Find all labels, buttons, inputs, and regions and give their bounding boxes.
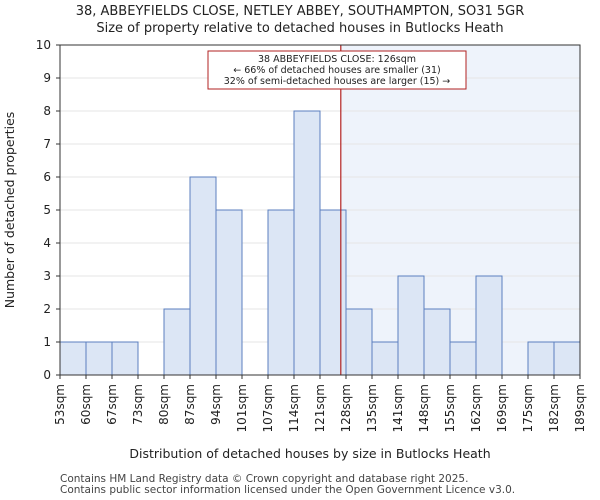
x-axis-label: Distribution of detached houses by size … [129, 446, 490, 461]
bar-162sqm [475, 275, 503, 376]
bar-80sqm [163, 308, 191, 376]
x-tick-label: 67sqm [105, 384, 119, 425]
y-axis-ticks: 0 1 2 3 4 5 6 7 8 9 10 [36, 38, 60, 382]
footer-line2: Contains public sector information licen… [60, 484, 516, 496]
y-tick-label: 2 [43, 302, 51, 316]
bar-121sqm [319, 209, 347, 376]
x-tick-label: 141sqm [391, 384, 405, 432]
x-tick-label: 101sqm [235, 384, 249, 432]
bar-107sqm [267, 209, 295, 376]
bar-141sqm [397, 275, 425, 376]
bar-60sqm [85, 341, 113, 376]
x-tick-label: 114sqm [287, 384, 301, 432]
bar-135sqm [371, 341, 399, 376]
chart-title-line2: Size of property relative to detached ho… [96, 21, 504, 36]
y-tick-label: 1 [43, 335, 51, 349]
x-tick-label: 128sqm [339, 384, 353, 432]
footer-line1: Contains HM Land Registry data © Crown c… [60, 473, 469, 485]
x-tick-label: 175sqm [521, 384, 535, 432]
x-tick-label: 53sqm [53, 384, 67, 425]
y-tick-label: 3 [43, 269, 51, 283]
x-tick-label: 107sqm [261, 384, 275, 432]
chart-title-line1: 38, ABBEYFIELDS CLOSE, NETLEY ABBEY, SOU… [75, 4, 525, 19]
x-tick-label: 60sqm [79, 384, 93, 425]
x-tick-label: 80sqm [157, 384, 171, 425]
x-tick-label: 94sqm [209, 384, 223, 425]
x-axis-ticks: 53sqm 60sqm 67sqm 73sqm 80sqm 87sqm 94sqm 101sq… [53, 375, 587, 432]
x-tick-label: 155sqm [443, 384, 457, 432]
bar-175sqm [527, 341, 555, 376]
x-tick-label: 87sqm [183, 384, 197, 425]
bar-155sqm [449, 341, 477, 376]
y-axis-label: Number of detached properties [2, 112, 17, 309]
y-tick-label: 8 [43, 104, 51, 118]
y-tick-label: 6 [43, 170, 51, 184]
annotation-box: 38 ABBEYFIELDS CLOSE: 126sqm ← 66% of de… [207, 50, 467, 90]
bar-53sqm [59, 341, 87, 376]
x-tick-label: 182sqm [547, 384, 561, 432]
x-tick-label: 162sqm [469, 384, 483, 432]
annotation-line2: ← 66% of detached houses are smaller (31… [233, 65, 440, 76]
bar-87sqm [189, 176, 217, 376]
x-tick-label: 189sqm [573, 384, 587, 432]
bar-94sqm [215, 209, 243, 376]
annotation-border [207, 50, 467, 90]
bar-128sqm [345, 308, 373, 376]
x-tick-label: 73sqm [131, 384, 145, 425]
y-tick-label: 9 [43, 71, 51, 85]
annotation-line1: 38 ABBEYFIELDS CLOSE: 126sqm [258, 54, 416, 65]
bar-148sqm [423, 308, 451, 376]
x-tick-label: 121sqm [313, 384, 327, 432]
y-tick-label: 10 [36, 38, 51, 52]
y-tick-label: 0 [43, 368, 51, 382]
annotation-line3: 32% of semi-detached houses are larger (… [224, 76, 451, 87]
x-tick-label: 169sqm [495, 384, 509, 432]
bar-67sqm [111, 341, 139, 376]
bar-182sqm [553, 341, 581, 376]
y-tick-label: 5 [43, 203, 51, 217]
y-tick-label: 7 [43, 137, 51, 151]
x-tick-label: 148sqm [417, 384, 431, 432]
bar-114sqm [293, 110, 321, 376]
y-tick-label: 4 [43, 236, 51, 250]
x-tick-label: 135sqm [365, 384, 379, 432]
